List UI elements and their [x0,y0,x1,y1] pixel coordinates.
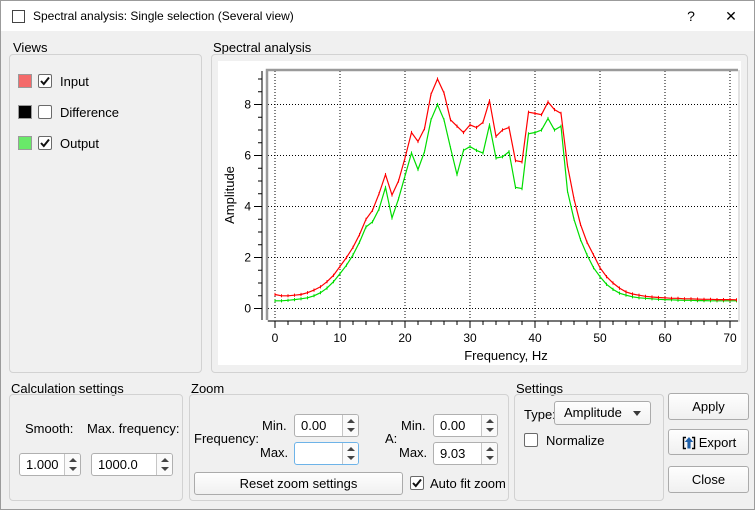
zoom-group-title: Zoom [191,381,225,396]
input-color-swatch [18,74,32,88]
output-color-swatch [18,136,32,150]
auto-fit-zoom-label: Auto fit zoom [430,476,506,491]
svg-text:20: 20 [398,331,412,345]
reset-zoom-button[interactable]: Reset zoom settings [194,472,403,495]
close-window-button[interactable]: ✕ [725,8,737,24]
views-group-title: Views [13,40,48,55]
spectral-chart[interactable]: 0 2 4 6 8 0 10 20 30 40 50 60 70 Frequency, Hz Amplitu… [218,61,741,365]
a-max-label: Max. [399,445,428,460]
input-checkbox-label: Input [60,74,89,89]
smooth-spin-arrows[interactable] [64,454,80,475]
type-label: Type: [524,407,556,422]
spectral-group-title: Spectral analysis [213,40,312,55]
smooth-label: Smooth: [25,421,74,436]
svg-text:50: 50 [593,331,607,345]
max-frequency-spinbox[interactable]: 1000.0 [91,453,173,476]
a-min-label: Min. [401,418,426,433]
difference-color-swatch [18,105,32,119]
svg-text:Frequency, Hz: Frequency, Hz [464,348,548,363]
calculation-group [9,394,183,501]
views-group [9,54,202,373]
svg-text:0: 0 [244,302,251,316]
chevron-down-icon [633,411,641,416]
freq-max-spin-arrows[interactable] [342,443,358,464]
close-button[interactable]: Close [668,466,749,493]
export-button[interactable]: Export [668,429,749,455]
difference-checkbox-label: Difference [60,105,120,120]
svg-text:Amplitude: Amplitude [222,166,237,224]
svg-text:40: 40 [528,331,542,345]
freq-max-spinbox[interactable] [294,442,359,465]
a-min-spinbox[interactable]: 0.00 [433,414,498,437]
a-max-spinbox[interactable]: 9.03 [433,442,498,465]
normalize-checkbox[interactable] [524,433,538,447]
svg-text:6: 6 [244,149,251,163]
svg-text:2: 2 [244,251,251,265]
svg-text:30: 30 [463,331,477,345]
window-title: Spectral analysis: Single selection (Sev… [33,9,294,23]
settings-group [514,394,664,501]
svg-text:70: 70 [723,331,737,345]
apply-button[interactable]: Apply [668,393,749,420]
output-checkbox-label: Output [60,136,100,151]
freq-max-label: Max. [260,445,289,460]
a-max-spin-arrows[interactable] [481,443,497,464]
max-frequency-spin-arrows[interactable] [156,454,172,475]
freq-min-label: Min. [262,418,287,433]
a-min-spin-arrows[interactable] [481,415,497,436]
freq-min-spin-arrows[interactable] [342,415,358,436]
frequency-label: Frequency: [194,431,260,446]
svg-text:60: 60 [658,331,672,345]
svg-text:0: 0 [272,331,279,345]
calculation-group-title: Calculation settings [11,381,124,396]
svg-text:4: 4 [244,200,251,214]
auto-fit-zoom-checkbox[interactable] [410,476,424,490]
window-icon [12,10,25,23]
smooth-spinbox[interactable]: 1.000 [19,453,81,476]
max-frequency-label: Max. frequency: [87,421,180,436]
title-bar: Spectral analysis: Single selection (Sev… [1,1,754,31]
svg-text:10: 10 [333,331,347,345]
zoom-group [189,394,509,501]
difference-checkbox[interactable] [38,105,52,119]
settings-group-title: Settings [516,381,563,396]
output-checkbox[interactable] [38,136,52,150]
spectral-group [211,54,748,373]
a-label: A: [385,431,398,446]
input-checkbox[interactable] [38,74,52,88]
export-icon [682,436,695,450]
normalize-label: Normalize [546,433,605,448]
help-button[interactable]: ? [687,8,695,24]
type-combobox[interactable]: Amplitude [554,401,651,425]
freq-min-spinbox[interactable]: 0.00 [294,414,359,437]
svg-text:8: 8 [244,98,251,112]
